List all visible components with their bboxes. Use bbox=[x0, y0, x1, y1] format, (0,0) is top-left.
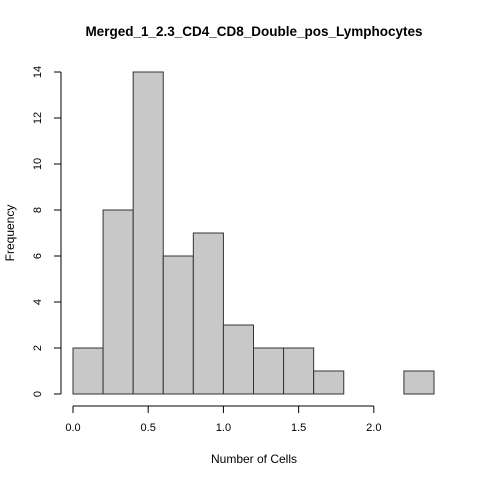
x-tick-label: 2.0 bbox=[366, 422, 381, 434]
y-axis: 0 2 4 6 8 10 12 14 bbox=[32, 66, 62, 397]
y-tick-label: 14 bbox=[32, 66, 44, 78]
x-tick-label: 0.0 bbox=[65, 422, 80, 434]
histogram-bar bbox=[192, 232, 224, 395]
histogram-bar bbox=[313, 370, 345, 395]
y-tick-label: 2 bbox=[32, 345, 44, 351]
y-axis-label: Frequency bbox=[3, 205, 17, 262]
y-tick-label: 10 bbox=[32, 158, 44, 170]
histogram-bar bbox=[222, 324, 255, 395]
histogram-bar bbox=[72, 347, 104, 395]
histogram-bar bbox=[253, 347, 285, 395]
y-tick-label: 8 bbox=[32, 207, 44, 213]
histogram-bar bbox=[283, 347, 315, 395]
y-tick-label: 0 bbox=[32, 391, 44, 397]
histogram-bar bbox=[132, 71, 164, 395]
y-tick-label: 6 bbox=[32, 253, 44, 259]
chart-title: Merged_1_2.3_CD4_CD8_Double_pos_Lymphocy… bbox=[85, 24, 422, 39]
x-tick-label: 1.5 bbox=[291, 422, 306, 434]
x-axis-label: Number of Cells bbox=[211, 452, 297, 466]
histogram-bar bbox=[102, 209, 134, 395]
histogram-bar bbox=[403, 370, 435, 395]
histogram-bar bbox=[162, 255, 194, 395]
x-axis: 0.0 0.5 1.0 1.5 2.0 bbox=[65, 405, 381, 434]
y-tick-label: 12 bbox=[32, 112, 44, 124]
x-tick-label: 1.0 bbox=[216, 422, 231, 434]
histogram-bars bbox=[72, 71, 435, 395]
y-tick-label: 4 bbox=[32, 299, 44, 305]
x-tick-label: 0.5 bbox=[141, 422, 156, 434]
